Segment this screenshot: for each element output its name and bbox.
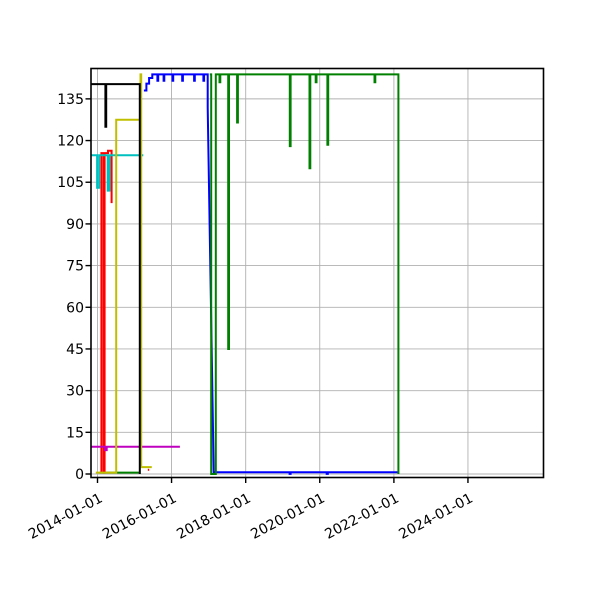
y-tick-label: 60 bbox=[66, 300, 84, 316]
y-tick-label: 135 bbox=[57, 92, 84, 108]
series-black-line bbox=[91, 83, 141, 474]
plot-area bbox=[91, 68, 544, 478]
y-tick-label: 90 bbox=[66, 217, 84, 233]
series-cyan-line bbox=[91, 154, 144, 192]
axis-frame bbox=[90, 67, 545, 479]
series-green-line bbox=[209, 73, 400, 475]
tick-marks bbox=[85, 98, 469, 483]
y-tick-label: 0 bbox=[75, 467, 84, 483]
y-tick-label: 75 bbox=[66, 259, 84, 275]
y-tick-label: 120 bbox=[57, 134, 84, 150]
y-tick-label: 105 bbox=[57, 175, 84, 191]
y-tick-label: 45 bbox=[66, 342, 84, 358]
series-red-line bbox=[100, 149, 113, 474]
series-blue-line bbox=[143, 73, 399, 475]
y-tick-label: 30 bbox=[66, 384, 84, 400]
series-magenta-line bbox=[91, 445, 180, 452]
gridlines bbox=[91, 68, 544, 478]
y-tick-label: 15 bbox=[66, 425, 84, 441]
series-group bbox=[91, 73, 400, 475]
